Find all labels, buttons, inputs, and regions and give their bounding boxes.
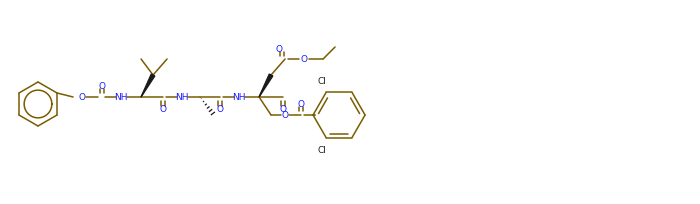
Text: Cl: Cl [318,145,326,154]
Text: Cl: Cl [318,77,326,85]
Text: O: O [78,93,85,102]
Polygon shape [141,75,155,98]
Text: O: O [300,55,307,64]
Polygon shape [259,75,273,98]
Text: NH: NH [232,93,246,102]
Text: O: O [279,105,286,114]
Text: O: O [99,82,106,91]
Text: O: O [298,100,304,109]
Text: NH: NH [175,93,189,102]
Text: O: O [216,105,223,114]
Text: O: O [276,45,283,54]
Text: NH: NH [114,93,128,102]
Text: O: O [160,105,167,114]
Text: O: O [281,111,288,120]
